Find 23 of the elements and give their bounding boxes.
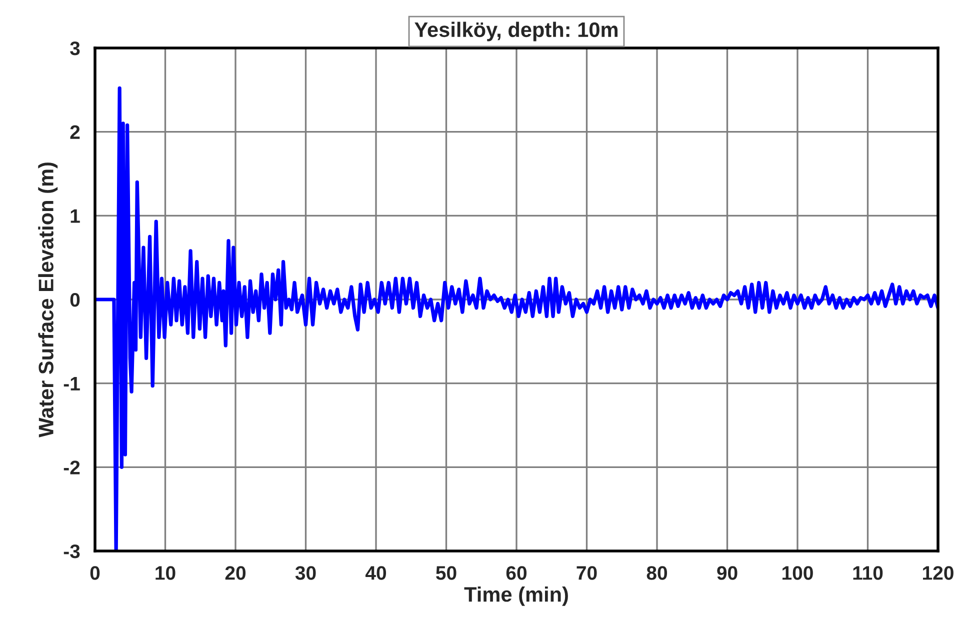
x-tick-label: 70 xyxy=(576,566,597,580)
x-tick-label: 100 xyxy=(782,566,813,580)
y-axis-title: Water Surface Elevation (m) xyxy=(38,162,58,438)
x-tick-label: 20 xyxy=(225,566,246,580)
x-tick-label: 40 xyxy=(365,566,386,580)
x-tick-label: 120 xyxy=(923,566,954,580)
x-tick-label: 10 xyxy=(156,566,176,580)
y-tick-label: 3 xyxy=(70,41,80,56)
x-tick-label: 90 xyxy=(717,566,738,580)
y-tick-label: -3 xyxy=(64,544,80,558)
x-tick-label: 80 xyxy=(646,566,668,580)
x-tick-label: 60 xyxy=(506,566,527,580)
x-tick-label: 50 xyxy=(436,566,456,580)
y-tick-label: -2 xyxy=(64,460,80,474)
chart-title: Yesilköy, depth: 10m xyxy=(414,22,618,42)
y-tick-label: -1 xyxy=(64,377,80,390)
y-tick-label: 2 xyxy=(70,125,80,139)
y-tick-label: 1 xyxy=(70,209,80,223)
x-axis-title: Time (min) xyxy=(464,586,568,606)
x-tick-label: 0 xyxy=(90,566,100,580)
x-tick-label: 30 xyxy=(295,566,316,580)
y-tick-label: 0 xyxy=(70,292,80,307)
x-tick-label: 110 xyxy=(853,566,883,580)
